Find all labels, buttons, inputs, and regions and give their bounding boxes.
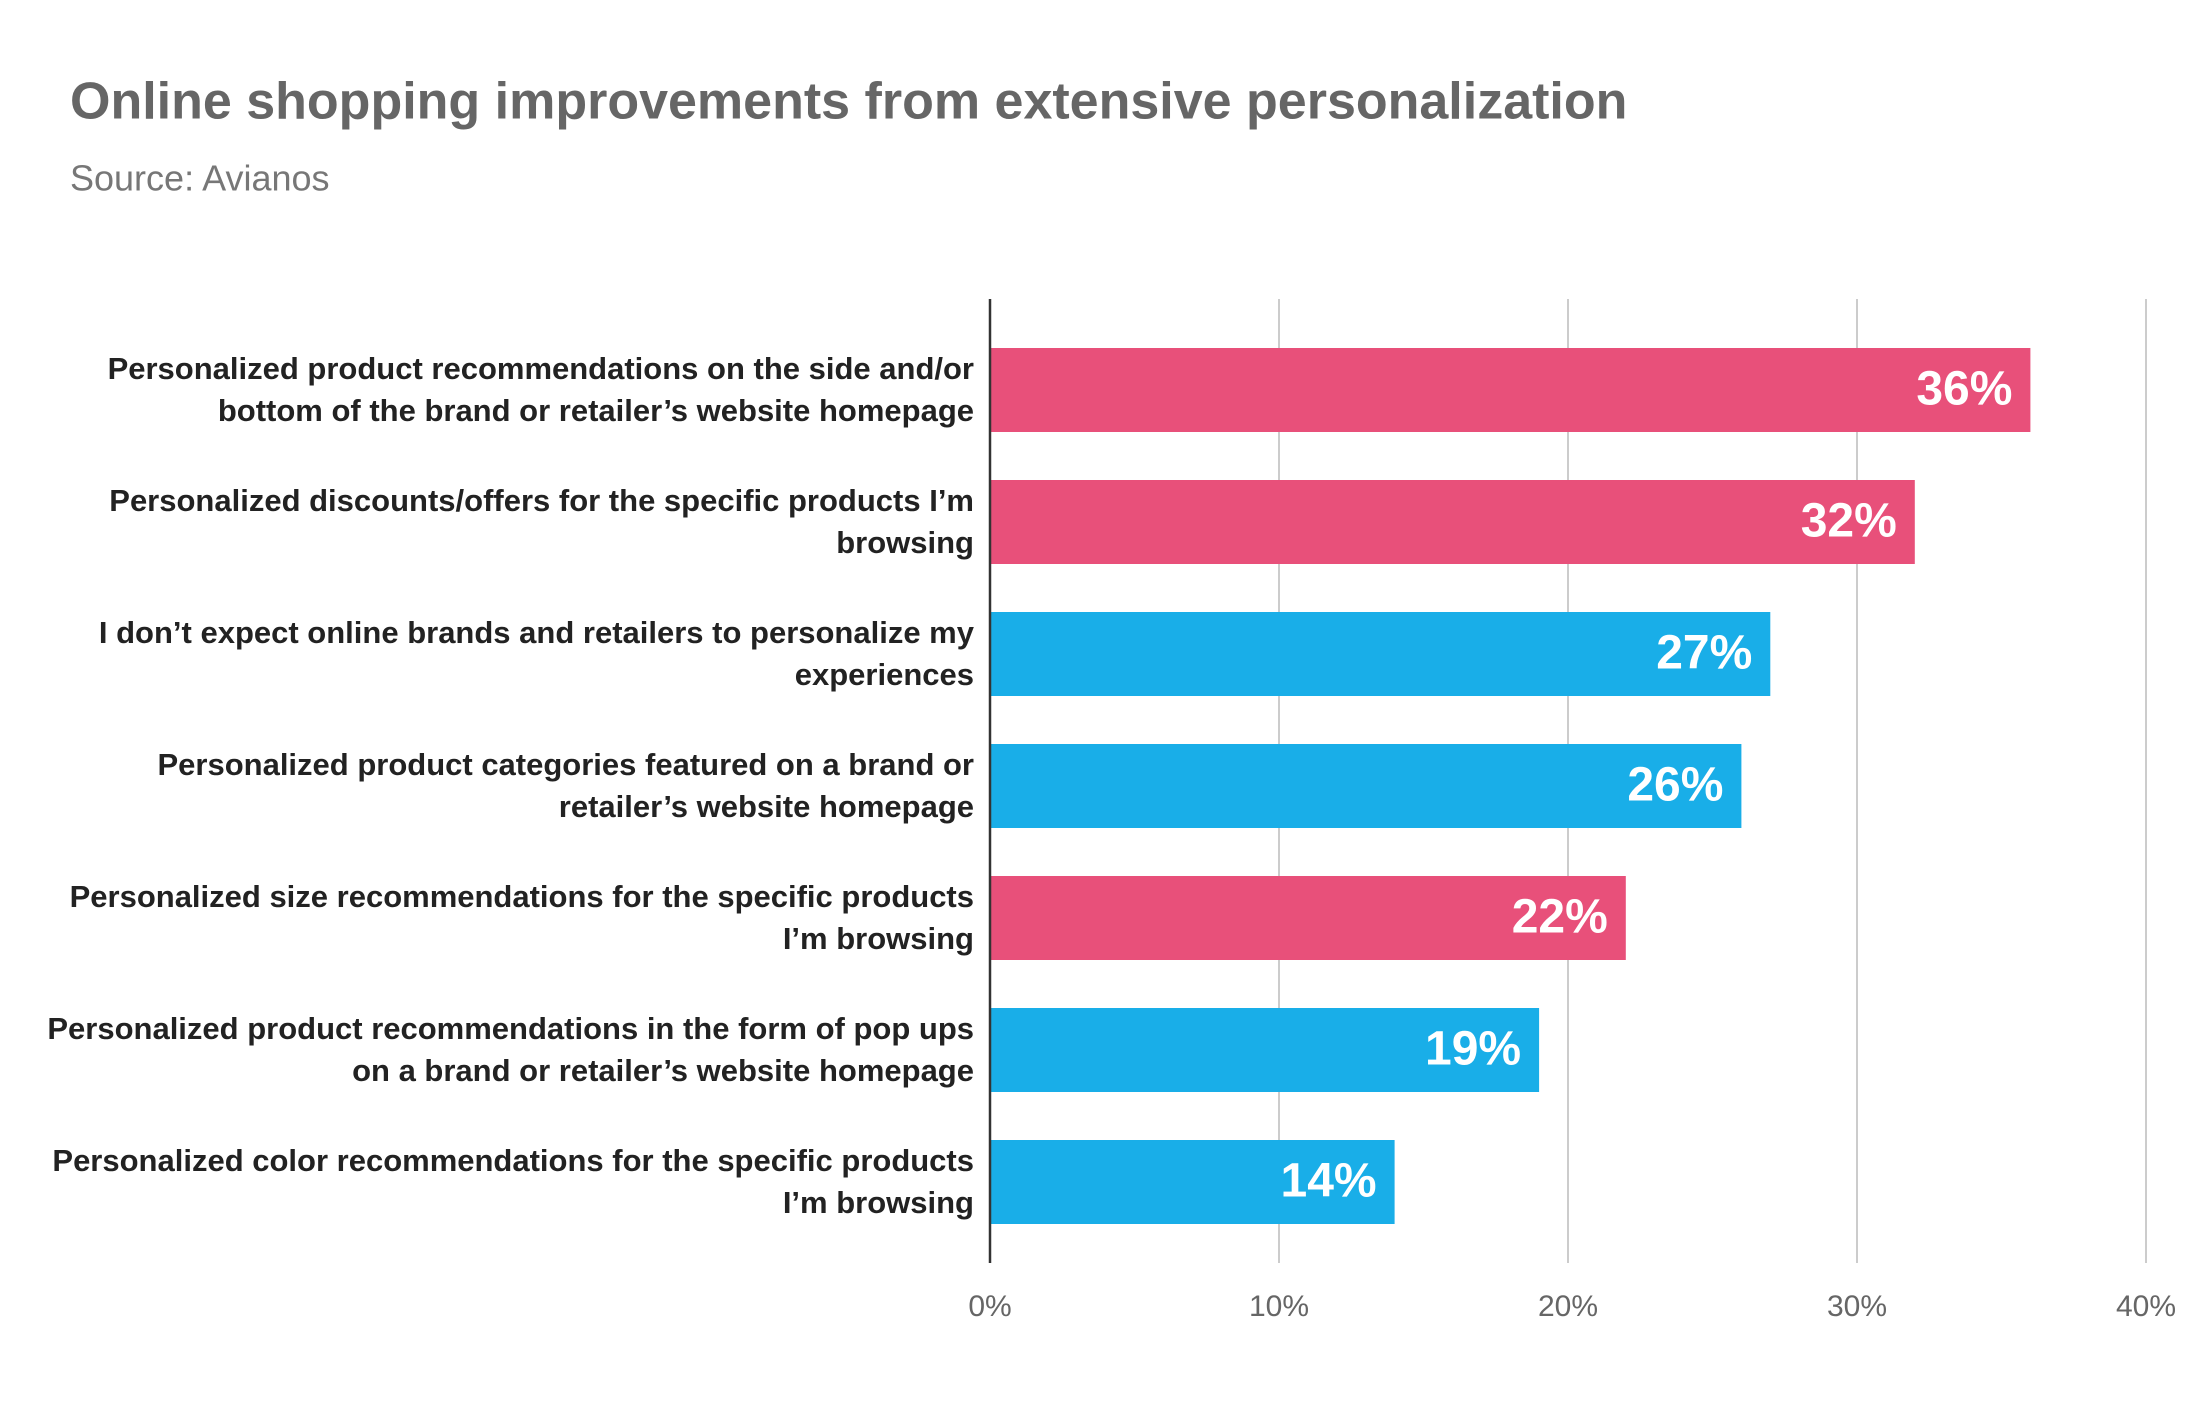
x-tick-label: 10% <box>1249 1290 1309 1323</box>
category-label: Personalized color recommendations for t… <box>52 1143 974 1220</box>
value-label: 22% <box>1512 891 1608 944</box>
chart-subtitle: Source: Avianos <box>70 158 330 199</box>
chart-title: Online shopping improvements from extens… <box>70 73 1627 131</box>
bar <box>990 876 1626 960</box>
bar <box>990 612 1771 696</box>
value-label: 14% <box>1281 1155 1377 1208</box>
category-label: Personalized product recommendations in … <box>47 1011 974 1088</box>
value-label: 32% <box>1801 495 1897 548</box>
value-label: 27% <box>1656 627 1752 680</box>
category-label: I don’t expect online brands and retaile… <box>98 615 974 692</box>
bar <box>990 744 1742 828</box>
x-tick-label: 20% <box>1538 1290 1598 1323</box>
bar <box>990 348 2031 432</box>
value-label: 19% <box>1425 1023 1521 1076</box>
category-label: Personalized product categories featured… <box>157 747 974 824</box>
category-label: Personalized size recommendations for th… <box>69 879 974 956</box>
bar <box>990 1008 1540 1092</box>
x-tick-label: 40% <box>2116 1290 2176 1323</box>
category-label: Personalized discounts/offers for the sp… <box>109 483 974 560</box>
bar <box>990 1140 1395 1224</box>
value-label: 36% <box>1916 363 2012 416</box>
x-tick-label: 0% <box>968 1290 1011 1323</box>
x-tick-label: 30% <box>1827 1290 1887 1323</box>
value-label: 26% <box>1627 759 1723 812</box>
bar <box>990 480 1915 564</box>
category-label: Personalized product recommendations on … <box>107 351 974 428</box>
